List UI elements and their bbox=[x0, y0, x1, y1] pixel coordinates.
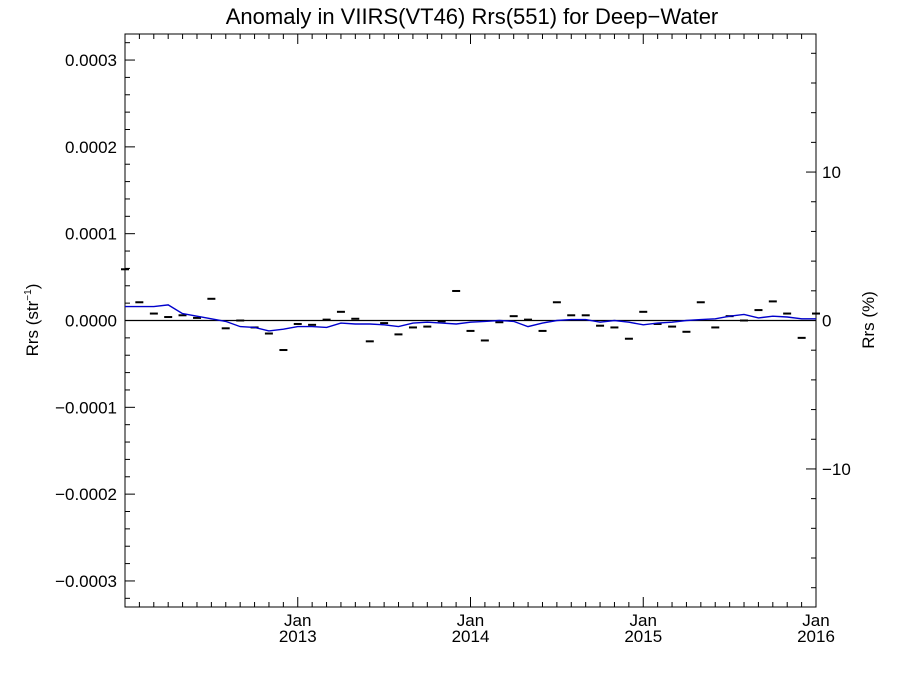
x-tick-month-label: Jan bbox=[284, 611, 311, 630]
left-tick-label: −0.0002 bbox=[55, 485, 117, 504]
left-tick-label: −0.0003 bbox=[55, 572, 117, 591]
left-tick-label: −0.0001 bbox=[55, 398, 117, 417]
x-tick-year-label: 2015 bbox=[624, 627, 662, 646]
left-tick-label: 0.0002 bbox=[65, 138, 117, 157]
left-y-axis-label: Rrs (str−1) bbox=[23, 284, 42, 357]
right-tick-label: 10 bbox=[822, 163, 841, 182]
plot-frame bbox=[124, 33, 817, 608]
left-tick-label: 0.0003 bbox=[65, 51, 117, 70]
x-tick-year-label: 2013 bbox=[279, 627, 317, 646]
right-y-axis-label: Rrs (%) bbox=[859, 291, 878, 349]
left-y-axis-label-superscript: −1 bbox=[23, 289, 34, 301]
left-y-axis-label-main: Rrs (str bbox=[23, 300, 42, 356]
left-y-axis-label-close: ) bbox=[23, 284, 42, 290]
left-y-axis: 0.0003 0.0002 0.0001 0.0000 −0.0001 −0.0002 −0… bbox=[55, 42, 135, 599]
right-y-axis: 10 0 −10 bbox=[806, 52, 851, 589]
left-tick-label: 0.0000 bbox=[65, 312, 117, 331]
x-tick-month-label: Jan bbox=[457, 611, 484, 630]
right-tick-label: 0 bbox=[822, 312, 831, 331]
anomaly-points-series bbox=[121, 268, 820, 352]
x-tick-year-label: 2016 bbox=[797, 627, 835, 646]
smoothed-anomaly-line bbox=[125, 304, 816, 332]
x-tick-month-label: Jan bbox=[802, 611, 829, 630]
smoothed-anomaly-series bbox=[125, 304, 816, 332]
left-tick-label: 0.0001 bbox=[65, 225, 117, 244]
right-tick-label: −10 bbox=[822, 460, 851, 479]
x-tick-year-label: 2014 bbox=[452, 627, 490, 646]
chart-title: Anomaly in VIIRS(VT46) Rrs(551) for Deep… bbox=[226, 4, 719, 29]
x-tick-month-label: Jan bbox=[630, 611, 657, 630]
